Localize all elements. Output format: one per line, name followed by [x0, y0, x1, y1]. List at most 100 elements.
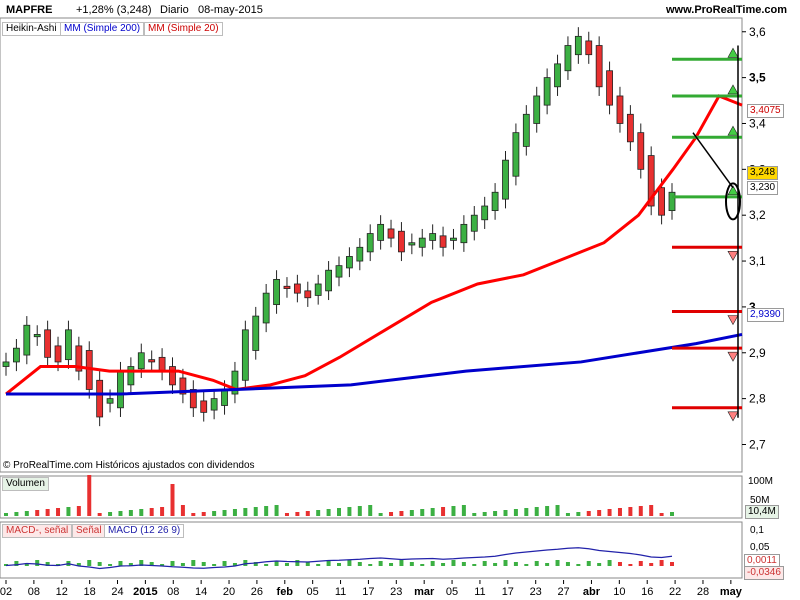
- volume-bar: [201, 512, 206, 516]
- volume-bar: [378, 513, 383, 516]
- candle-body: [387, 228, 395, 239]
- candle-body: [616, 95, 624, 124]
- macd-bar: [97, 562, 102, 566]
- volume-bar: [295, 512, 300, 516]
- candle-body: [2, 361, 10, 367]
- macd-bar: [357, 562, 362, 566]
- volume-bar: [638, 506, 643, 516]
- volume-bar: [118, 511, 123, 516]
- candle-body: [585, 40, 593, 56]
- macd-bar: [274, 561, 279, 566]
- volume-bar: [493, 511, 498, 516]
- volume-bar: [555, 505, 560, 516]
- volume-bar: [545, 506, 550, 516]
- x-tick-label: 16: [641, 586, 653, 598]
- macd-bar: [368, 564, 373, 566]
- price-tick-label: 2,8: [749, 392, 766, 406]
- macd-bar: [264, 564, 269, 566]
- macd-bar: [347, 560, 352, 566]
- price-tick-label: 3,2: [749, 208, 766, 222]
- candle-body: [241, 329, 249, 381]
- volume-bar: [253, 507, 258, 516]
- macd-label-b: Señal: [72, 524, 106, 538]
- volume-bar: [617, 508, 622, 516]
- candle-body: [148, 359, 156, 363]
- macd-bar: [295, 560, 300, 566]
- candle-body: [626, 113, 634, 143]
- macd-bar: [628, 564, 633, 566]
- x-tick-label: mar: [414, 586, 435, 598]
- macd-bar: [14, 561, 19, 566]
- volume-bar: [180, 505, 185, 516]
- macd-bar: [108, 564, 113, 566]
- open-price-label: 3,230: [747, 181, 779, 195]
- candle-body: [335, 265, 343, 278]
- macd-bar: [503, 560, 508, 566]
- volume-bar: [14, 512, 19, 516]
- macd-bar: [316, 564, 321, 566]
- candle-body: [366, 233, 374, 253]
- candle-body: [606, 70, 613, 106]
- volume-bar: [191, 513, 196, 516]
- candle-body: [398, 230, 405, 253]
- candle-body: [179, 377, 187, 395]
- x-tick-label: 14: [195, 586, 207, 598]
- candle-body: [668, 191, 676, 212]
- down-arrow-icon: [727, 411, 739, 422]
- candle-body: [283, 285, 291, 289]
- macd-bar: [160, 564, 165, 566]
- volume-bar: [597, 510, 602, 516]
- volume-bar: [503, 510, 508, 516]
- candle-body: [169, 366, 176, 386]
- ma20-price-label: 3,4075: [747, 104, 784, 118]
- macd-bar: [513, 562, 518, 566]
- macd-bar: [389, 563, 394, 566]
- macd-bar: [45, 562, 50, 566]
- candle-body: [647, 155, 655, 207]
- trend-arrow: [692, 132, 734, 189]
- macd-bar: [430, 561, 435, 566]
- last-price-label: 3,248: [747, 166, 779, 180]
- macd-bar: [441, 563, 446, 566]
- volume-bar: [441, 507, 446, 516]
- volume-bar: [461, 505, 466, 516]
- volume-bar: [607, 509, 612, 516]
- candle-body: [554, 63, 561, 88]
- candle-body: [450, 237, 457, 241]
- macd-bar: [555, 560, 560, 566]
- volume-bar: [534, 507, 539, 516]
- macd-bar: [409, 562, 414, 566]
- x-tick-label: 24: [111, 586, 123, 598]
- candle-body: [262, 292, 270, 324]
- ma200-price-label: 2,9390: [747, 308, 784, 322]
- site-label[interactable]: www.ProRealTime.com: [666, 4, 788, 16]
- volume-bar: [305, 511, 310, 516]
- volume-bar: [649, 505, 654, 516]
- volume-bar: [513, 509, 518, 516]
- candle-body: [33, 334, 41, 338]
- volume-bar: [264, 506, 269, 516]
- volume-bar: [482, 512, 487, 516]
- volume-bar: [243, 508, 248, 516]
- x-tick-label: 28: [697, 586, 709, 598]
- volume-tick-100m: 100M: [748, 476, 774, 487]
- macd-bar: [524, 564, 529, 566]
- macd-bar: [232, 563, 237, 566]
- volume-bar: [565, 513, 570, 516]
- macd-bar: [378, 561, 383, 566]
- macd-bar: [534, 561, 539, 566]
- up-arrow-icon: [727, 185, 739, 196]
- candle-body: [304, 290, 312, 299]
- candle-body: [137, 352, 145, 370]
- macd-bar: [128, 563, 133, 566]
- x-tick-label: 05: [307, 586, 319, 598]
- x-tick-label: 08: [167, 586, 179, 598]
- macd-bar: [545, 563, 550, 566]
- macd-bar: [576, 564, 581, 566]
- candle-body: [200, 400, 208, 413]
- volume-bar: [24, 511, 29, 516]
- x-tick-label: 05: [446, 586, 458, 598]
- candle-body: [346, 256, 353, 269]
- highlight-ellipse: [725, 182, 741, 221]
